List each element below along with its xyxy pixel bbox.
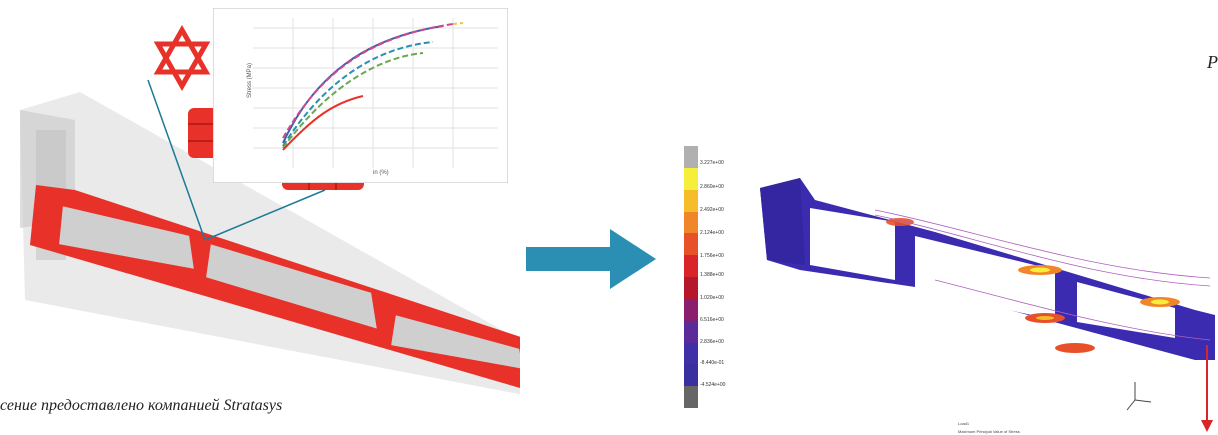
legend-color-segment [684,233,698,256]
result-load-label: Load1 [958,421,970,426]
legend-color-segment [684,342,698,365]
star-lattice-cell-icon [153,24,211,92]
chart-ylabel: Stress (MPa) [247,63,253,98]
corner-letter: P [1207,52,1218,72]
legend-color-segment [684,189,698,212]
legend-label: 1.388e+00 [700,272,724,278]
legend-label: 3.227e+00 [700,160,724,166]
legend-label: 2.836e+00 [700,339,724,345]
legend-color-segment [684,364,698,387]
legend-color-segment [684,167,698,191]
legend-label: 1.020e+00 [700,295,724,301]
legend-color-segment [684,320,698,343]
legend-label: -4.524e+00 [700,382,726,388]
stress-legend-bar [684,146,698,409]
stress-strain-chart: Stress (MPa) in (%) [213,8,508,183]
legend-color-segment [684,386,698,409]
legend-color-segment [684,277,698,300]
stress-result-part [760,178,1215,432]
result-type-label: Maximum Principal Value of Stress [958,429,1020,434]
legend-label: 1.756e+00 [700,253,724,259]
legend-label: -8.440e-01 [700,360,725,366]
legend-label: 2.860e+00 [700,184,724,190]
legend-color-segment [684,211,698,234]
legend-color-segment [684,146,698,169]
legend-label: 2.492e+00 [700,207,724,213]
legend-color-segment [684,255,698,278]
legend-label: 6.516e+00 [700,317,724,323]
transition-arrow-icon [526,229,656,289]
chart-xlabel: in (%) [373,170,389,176]
image-credit-caption: сение предоставлено компанией Stratasys [0,397,283,414]
legend-color-segment [684,298,698,322]
red-lattice-frame [30,185,520,388]
legend-label: 2.124e+00 [700,230,724,236]
